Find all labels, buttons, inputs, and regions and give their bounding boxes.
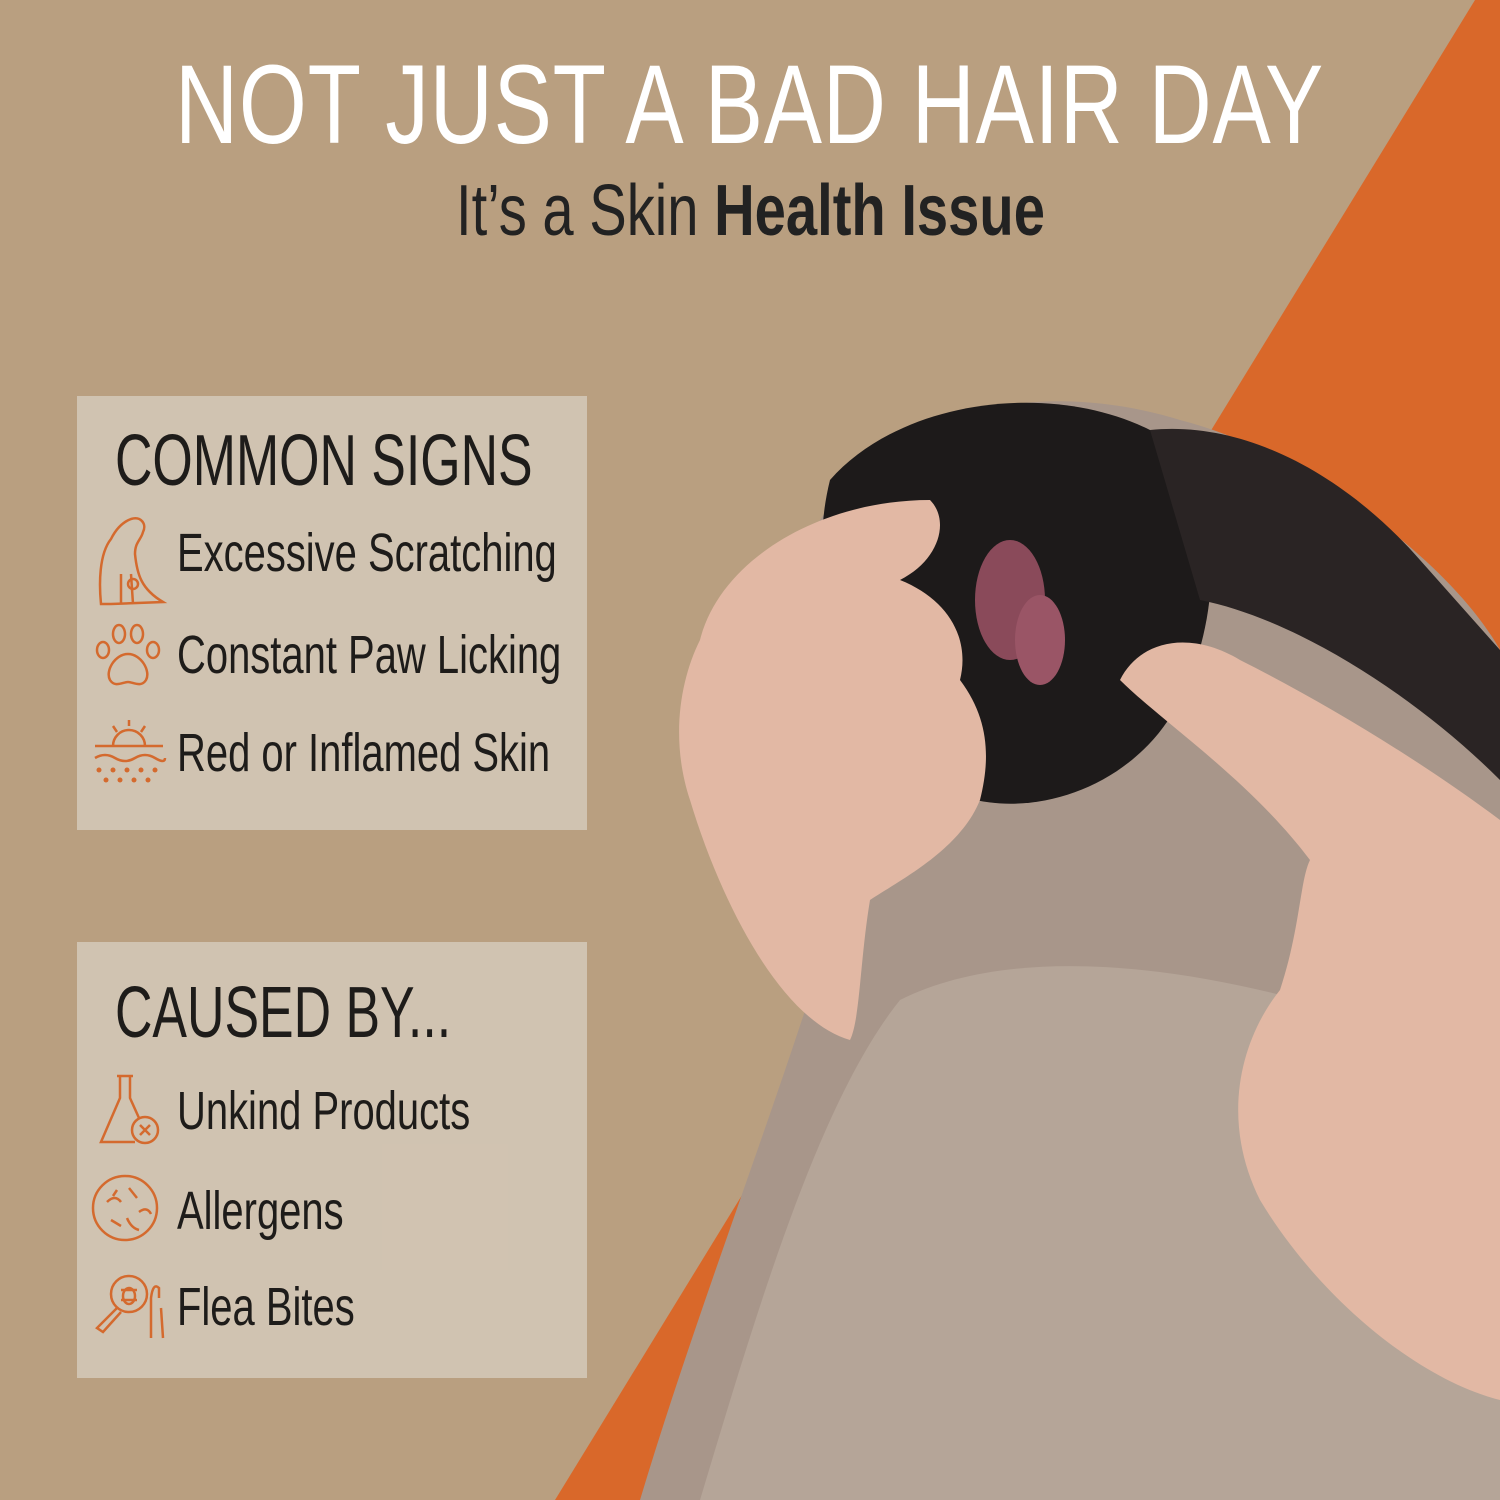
- subheadline-prefix: It’s a Skin: [455, 171, 714, 251]
- list-item: Flea Bites: [77, 1268, 587, 1348]
- common-signs-panel: COMMON SIGNS Excessive Scratching Consta…: [77, 396, 587, 830]
- headline: NOT JUST A BAD HAIR DAY: [175, 42, 1325, 167]
- cause-label: Flea Bites: [177, 1277, 355, 1337]
- list-item: Unkind Products: [77, 1072, 587, 1152]
- sign-label: Red or Inflamed Skin: [177, 723, 551, 783]
- subheadline: It’s a Skin Health Issue: [0, 170, 1500, 252]
- sign-label: Constant Paw Licking: [177, 625, 562, 685]
- sign-label: Excessive Scratching: [177, 523, 557, 583]
- cause-label: Allergens: [177, 1181, 344, 1241]
- flask-x-icon: [99, 1074, 160, 1145]
- hands-photo: [679, 500, 1500, 1400]
- list-item: Constant Paw Licking: [77, 616, 587, 696]
- list-item: Allergens: [77, 1172, 587, 1252]
- inflamed-skin-icon: [94, 720, 167, 783]
- common-signs-heading: COMMON SIGNS: [115, 421, 533, 501]
- allergen-icon: [91, 1174, 159, 1242]
- flea-magnifier-icon: [95, 1274, 165, 1339]
- subheadline-bold: Health Issue: [713, 171, 1045, 251]
- list-item: Excessive Scratching: [77, 514, 587, 606]
- caused-by-panel: CAUSED BY... Unkind Products Allergens F…: [77, 942, 587, 1378]
- scratching-dog-icon: [98, 517, 168, 606]
- paw-print-icon: [95, 623, 161, 686]
- caused-by-heading: CAUSED BY...: [115, 973, 452, 1053]
- cause-label: Unkind Products: [177, 1081, 471, 1141]
- list-item: Red or Inflamed Skin: [77, 714, 587, 794]
